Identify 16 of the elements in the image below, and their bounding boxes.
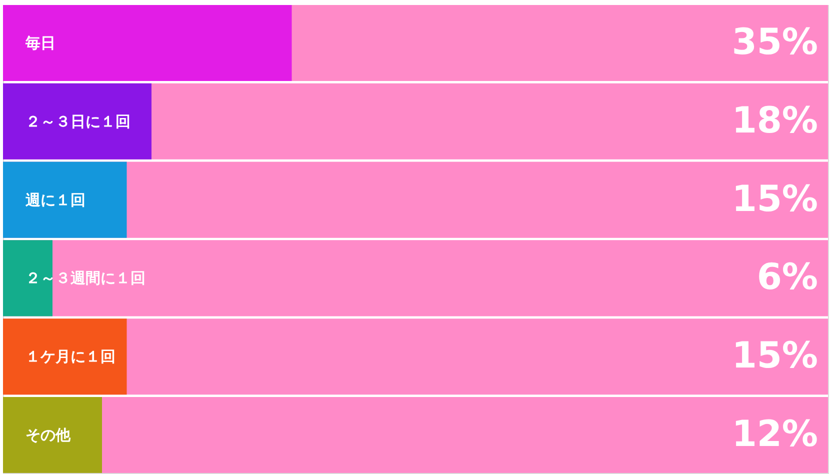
bar — [3, 162, 127, 238]
bar — [3, 318, 127, 395]
data-label: 18% — [732, 100, 818, 142]
bar — [3, 396, 102, 473]
data-label: 12% — [732, 414, 818, 455]
data-label: 35% — [732, 22, 818, 64]
data-label: 15% — [732, 336, 818, 377]
data-label: 15% — [732, 178, 818, 220]
y-tick-label: ２～３日に１回 — [26, 112, 130, 130]
y-tick-label: １ケ月に１回 — [26, 348, 116, 366]
y-tick-label: 週に１回 — [24, 190, 86, 209]
y-tick-label: その他 — [26, 426, 72, 444]
bar — [3, 83, 152, 160]
bar — [3, 240, 52, 316]
y-tick-label: 毎日 — [24, 34, 56, 52]
data-label: 6% — [756, 257, 818, 298]
